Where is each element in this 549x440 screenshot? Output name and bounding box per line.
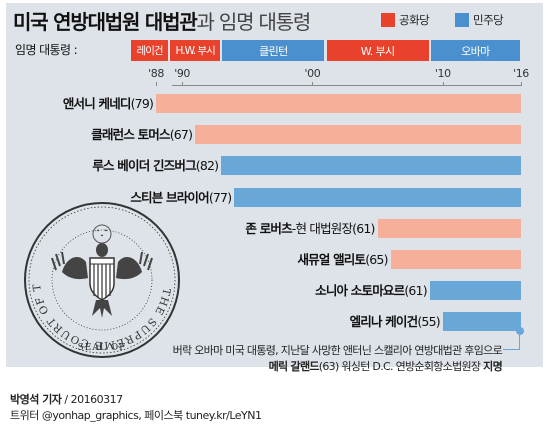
era-4: 오바마 bbox=[430, 40, 520, 61]
justice-age: (77) bbox=[208, 190, 232, 205]
credit-date: / 20160317 bbox=[61, 393, 123, 406]
title-main: 미국 연방대법원 대법관 bbox=[13, 10, 198, 34]
justice-name: 엘리나 케이건 bbox=[349, 314, 419, 329]
bar-7 bbox=[442, 312, 521, 331]
justice-age: (82) bbox=[195, 158, 219, 173]
x-tick-label-4: '16 bbox=[513, 67, 529, 80]
nominee-detail: (63) 워싱턴 D.C. 연방순회항소법원장 bbox=[318, 360, 484, 373]
justice-name: 클래런스 토머스 bbox=[91, 127, 170, 142]
credit-author: 박영석 기자 / 20160317 bbox=[10, 391, 123, 407]
bar-4 bbox=[377, 219, 521, 238]
page-title: 미국 연방대법원 대법관과 임명 대통령 bbox=[13, 6, 312, 35]
note-marker-dot bbox=[516, 327, 524, 335]
bar-label-1: 클래런스 토머스(67) bbox=[91, 125, 193, 144]
justice-name: 스티븐 브라이어 bbox=[130, 190, 209, 205]
justice-age: (55) bbox=[417, 314, 440, 329]
x-axis-line bbox=[172, 85, 522, 86]
bar-1 bbox=[195, 125, 521, 144]
seal-text-bottom: SEAL OF bbox=[78, 343, 127, 353]
bar-3 bbox=[234, 188, 521, 207]
era-label: 임명 대통령 : bbox=[15, 43, 78, 57]
nominee-verb: 지명 bbox=[483, 360, 503, 373]
x-tick-label-2: '00 bbox=[304, 67, 321, 80]
bar-label-0: 앤서니 케네디(79) bbox=[62, 94, 154, 113]
bar-2 bbox=[221, 156, 521, 175]
legend-label-democrat: 민주당 bbox=[473, 13, 504, 27]
eagle-icon bbox=[51, 224, 153, 318]
bar-0 bbox=[156, 94, 521, 113]
x-tick-label-3: '10 bbox=[434, 67, 451, 80]
justice-age: (79) bbox=[130, 96, 154, 111]
nominee-name: 메릭 갈랜드 bbox=[268, 360, 320, 373]
x-tick-3 bbox=[442, 82, 444, 86]
justice-age: (61) bbox=[404, 283, 427, 298]
bar-6 bbox=[429, 281, 521, 300]
justice-role: -현 대법원장 bbox=[291, 221, 353, 236]
era-0: 레이건 bbox=[131, 40, 169, 61]
era-2: 클린턴 bbox=[222, 40, 325, 61]
justice-name: 루스 베이더 긴즈버그 bbox=[92, 158, 196, 173]
justice-name: 앤서니 케네디 bbox=[62, 96, 132, 111]
era-1: H.W. 부시 bbox=[170, 40, 221, 61]
x-tick-2 bbox=[312, 82, 314, 86]
annotation-line-1: 버락 오바마 미국 대통령, 지난달 사망한 앤터닌 스캘리아 연방대법관 후임… bbox=[172, 344, 503, 357]
x-tick-0 bbox=[156, 82, 158, 86]
bar-label-5: 새뮤얼 앨리토(65) bbox=[297, 250, 388, 269]
credit-social: 트위터 @yonhap_graphics, 페이스북 tuney.kr/LeYN… bbox=[10, 409, 262, 422]
supreme-court-seal-icon: THE SUPREME COURT OF THE UNITED STATES S… bbox=[22, 200, 180, 358]
x-tick-label-1: '90 bbox=[174, 67, 191, 80]
justice-name: 소니아 소토마요르 bbox=[315, 283, 405, 298]
justice-age: (67) bbox=[169, 127, 193, 142]
bar-label-4: 존 로버츠-현 대법원장(61) bbox=[245, 219, 375, 238]
legend-republican: 공화당 bbox=[381, 12, 430, 28]
bar-5 bbox=[390, 250, 521, 269]
legend-swatch-democrat bbox=[455, 13, 469, 27]
legend-democrat: 민주당 bbox=[455, 12, 504, 28]
author-name: 박영석 기자 bbox=[10, 393, 62, 406]
note-leader-line-horizontal bbox=[503, 349, 520, 350]
bar-label-7: 엘리나 케이건(55) bbox=[349, 312, 441, 331]
annotation-line-2: 메릭 갈랜드(63) 워싱턴 D.C. 연방순회항소법원장 지명 bbox=[268, 358, 503, 374]
era-3: W. 부시 bbox=[326, 40, 429, 61]
legend-label-republican: 공화당 bbox=[399, 13, 430, 27]
x-tick-label-0: '88 bbox=[148, 67, 164, 80]
legend-swatch-republican bbox=[381, 13, 395, 27]
bar-label-6: 소니아 소토마요르(61) bbox=[315, 281, 427, 300]
justice-age: (61) bbox=[352, 221, 375, 236]
bar-label-2: 루스 베이더 긴즈버그(82) bbox=[92, 156, 219, 175]
x-tick-4 bbox=[521, 82, 522, 86]
title-sub: 과 임명 대통령 bbox=[196, 10, 312, 34]
justice-name: 존 로버츠 bbox=[245, 221, 292, 236]
note-leader-line bbox=[519, 335, 520, 349]
justice-name: 새뮤얼 앨리토 bbox=[297, 252, 366, 267]
bar-label-3: 스티븐 브라이어(77) bbox=[130, 188, 232, 207]
x-tick-1 bbox=[182, 82, 184, 86]
justice-age: (65) bbox=[365, 252, 388, 267]
